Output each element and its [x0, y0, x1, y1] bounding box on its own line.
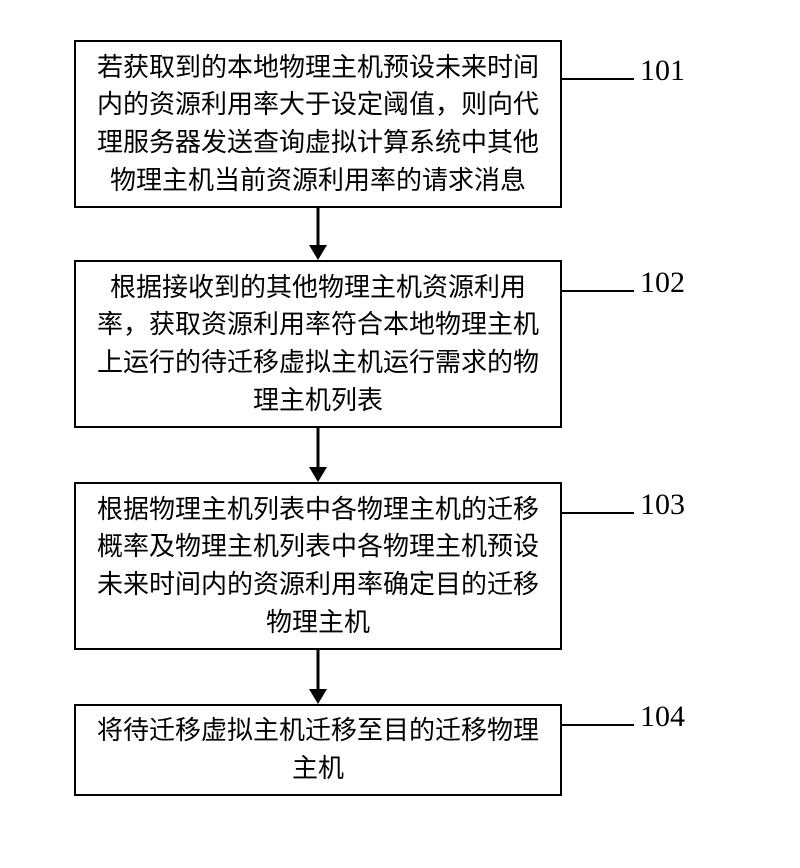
- node-text: 根据接收到的其他物理主机资源利用率，获取资源利用率符合本地物理主机上运行的待迁移…: [90, 269, 546, 420]
- flowchart-node-3: 根据物理主机列表中各物理主机的迁移概率及物理主机列表中各物理主机预设未来时间内的…: [74, 482, 562, 650]
- arrow-head: [309, 467, 327, 482]
- flowchart-node-2: 根据接收到的其他物理主机资源利用率，获取资源利用率符合本地物理主机上运行的待迁移…: [74, 260, 562, 428]
- flowchart-node-1: 若获取到的本地物理主机预设未来时间内的资源利用率大于设定阈值，则向代理服务器发送…: [74, 40, 562, 208]
- label-connector: [562, 290, 634, 292]
- node-text: 根据物理主机列表中各物理主机的迁移概率及物理主机列表中各物理主机预设未来时间内的…: [90, 491, 546, 642]
- node-text: 将待迁移虚拟主机迁移至目的迁移物理主机: [90, 712, 546, 787]
- arrow-line: [317, 650, 320, 689]
- arrow-line: [317, 428, 320, 467]
- flowchart-node-4: 将待迁移虚拟主机迁移至目的迁移物理主机: [74, 704, 562, 796]
- arrow-head: [309, 245, 327, 260]
- arrow-line: [317, 208, 320, 245]
- node-label-3: 103: [640, 488, 685, 522]
- label-connector: [562, 512, 634, 514]
- label-connector: [562, 724, 634, 726]
- node-label-2: 102: [640, 266, 685, 300]
- node-text: 若获取到的本地物理主机预设未来时间内的资源利用率大于设定阈值，则向代理服务器发送…: [90, 49, 546, 200]
- arrow-head: [309, 689, 327, 704]
- node-label-1: 101: [640, 54, 685, 88]
- node-label-4: 104: [640, 700, 685, 734]
- label-connector: [562, 78, 634, 80]
- flowchart-container: 若获取到的本地物理主机预设未来时间内的资源利用率大于设定阈值，则向代理服务器发送…: [0, 0, 800, 868]
